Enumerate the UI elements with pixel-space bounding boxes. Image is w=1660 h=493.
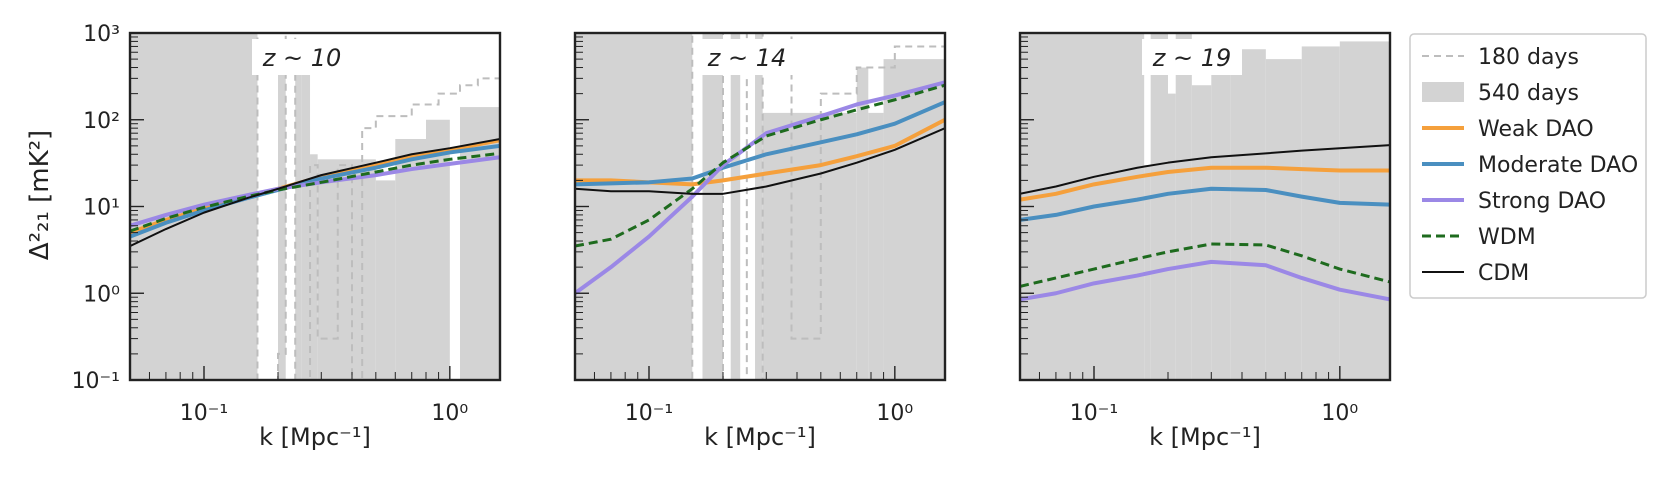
- y-ticks: [1020, 32, 1034, 381]
- sensitivity-540-bin: [459, 107, 500, 380]
- panel-1: z ~ 10 10⁻¹ 10⁰ k [Mpc⁻¹] 10⁻¹ 10⁰ 10¹ 10² 10³: [72, 22, 502, 451]
- sensitivity-540-bin: [856, 67, 869, 380]
- sensitivity-540-bin: [1175, 33, 1192, 380]
- x-tick-label: 10⁰: [1321, 401, 1358, 426]
- legend: 180 days 540 days Weak DAO Moderate DAO Stro…: [1409, 33, 1647, 299]
- x-tick-label: 10⁻¹: [625, 401, 673, 426]
- y-tick-label: 10⁻¹: [72, 369, 120, 394]
- svg-text:Strong DAO: Strong DAO: [1478, 189, 1606, 214]
- x-tick-label: 10⁻¹: [1070, 401, 1118, 426]
- sensitivity-540-bin: [375, 180, 396, 380]
- panel-2: z ~ 14 10⁻¹ 10⁰ k [Mpc⁻¹]: [573, 31, 947, 451]
- series-strong-line: [1020, 259, 1390, 302]
- svg-text:z ~ 19: z ~ 19: [1152, 44, 1232, 72]
- svg-text:CDM: CDM: [1478, 261, 1529, 286]
- series-wdm-line: [575, 83, 945, 248]
- legend-item-days180: 180 days: [1422, 45, 1579, 70]
- sensitivity-540-bin: [575, 33, 693, 380]
- sensitivity-540-bin: [702, 33, 723, 380]
- sensitivity-540-bin: [1230, 49, 1266, 380]
- sensitivity-540-bin: [395, 138, 426, 380]
- sensitivity-540-bin: [755, 33, 763, 380]
- sensitivity-540-bin: [301, 67, 311, 380]
- legend-item-moderate: Moderate DAO: [1422, 153, 1638, 178]
- svg-text:Moderate DAO: Moderate DAO: [1478, 153, 1638, 178]
- sensitivity-540-bin: [868, 112, 884, 380]
- series-cdm-line: [130, 138, 500, 247]
- x-tick-label: 10⁰: [876, 401, 913, 426]
- sensitivity-540-bin: [730, 33, 741, 380]
- svg-text:z ~ 10: z ~ 10: [262, 44, 342, 72]
- x-ticks: [1019, 366, 1341, 380]
- svg-text:z ~ 14: z ~ 14: [707, 44, 787, 72]
- svg-text:Weak DAO: Weak DAO: [1478, 117, 1594, 142]
- svg-text:WDM: WDM: [1478, 225, 1536, 250]
- redshift-annotation: z ~ 10: [252, 39, 352, 75]
- y-ticks: [130, 32, 144, 381]
- svg-text:180 days: 180 days: [1478, 45, 1579, 70]
- svg-text:540 days: 540 days: [1478, 81, 1579, 106]
- sensitivity-540-bin: [1191, 85, 1212, 380]
- legend-item-strong: Strong DAO: [1422, 189, 1606, 214]
- legend-item-cdm: CDM: [1422, 261, 1529, 286]
- x-tick-label: 10⁻¹: [180, 401, 228, 426]
- sensitivity-540-bin: [762, 112, 857, 380]
- x-ticks: [129, 366, 451, 380]
- sensitivity-540-bin: [295, 67, 302, 380]
- sensitivity-540-bin: [426, 119, 450, 380]
- sensitivity-540-bin: [310, 154, 318, 380]
- x-axis-label: k [Mpc⁻¹]: [1149, 423, 1261, 451]
- x-tick-label: 10⁰: [431, 401, 468, 426]
- y-tick-label: 10²: [83, 109, 120, 134]
- sensitivity-180-outline: [130, 33, 500, 380]
- series-cdm-line: [1020, 144, 1390, 195]
- redshift-annotation: z ~ 19: [1142, 39, 1242, 75]
- sensitivity-540-bin: [1168, 93, 1176, 380]
- sensitivity-540-bin: [1301, 46, 1340, 380]
- sensitivity-540-bin: [1150, 33, 1168, 380]
- y-axis-label: Δ²₂₁ [mK²]: [25, 130, 55, 260]
- panel-3: z ~ 19 10⁻¹ 10⁰ k [Mpc⁻¹]: [1018, 31, 1392, 451]
- sensitivity-540-bin: [1020, 33, 1145, 380]
- series-moderate-line: [575, 100, 945, 187]
- x-axis-label: k [Mpc⁻¹]: [704, 423, 816, 451]
- series-wdm-line: [130, 151, 500, 233]
- x-ticks: [574, 366, 896, 380]
- sensitivity-540-bin: [1211, 52, 1231, 380]
- sensitivity-540-bin: [1339, 41, 1390, 380]
- y-tick-label: 10³: [83, 22, 120, 47]
- legend-item-weak: Weak DAO: [1422, 117, 1594, 142]
- x-axis-label: k [Mpc⁻¹]: [259, 423, 371, 451]
- series-weak-line: [1020, 165, 1390, 202]
- legend-item-wdm: WDM: [1422, 225, 1536, 250]
- series-wdm-line: [1020, 242, 1390, 288]
- y-ticks: [575, 32, 589, 381]
- sensitivity-540-bin: [278, 67, 286, 380]
- y-tick-label: 10¹: [83, 196, 120, 221]
- redshift-annotation: z ~ 14: [697, 39, 797, 75]
- y-tick-label: 10⁰: [83, 282, 120, 307]
- legend-item-days540: 540 days: [1422, 81, 1579, 106]
- sensitivity-540-bin: [883, 59, 945, 380]
- sensitivity-540-bin: [317, 159, 376, 380]
- sensitivity-540-bin: [1265, 59, 1302, 380]
- series-cdm-line: [575, 127, 945, 195]
- series-moderate-line: [1020, 186, 1390, 222]
